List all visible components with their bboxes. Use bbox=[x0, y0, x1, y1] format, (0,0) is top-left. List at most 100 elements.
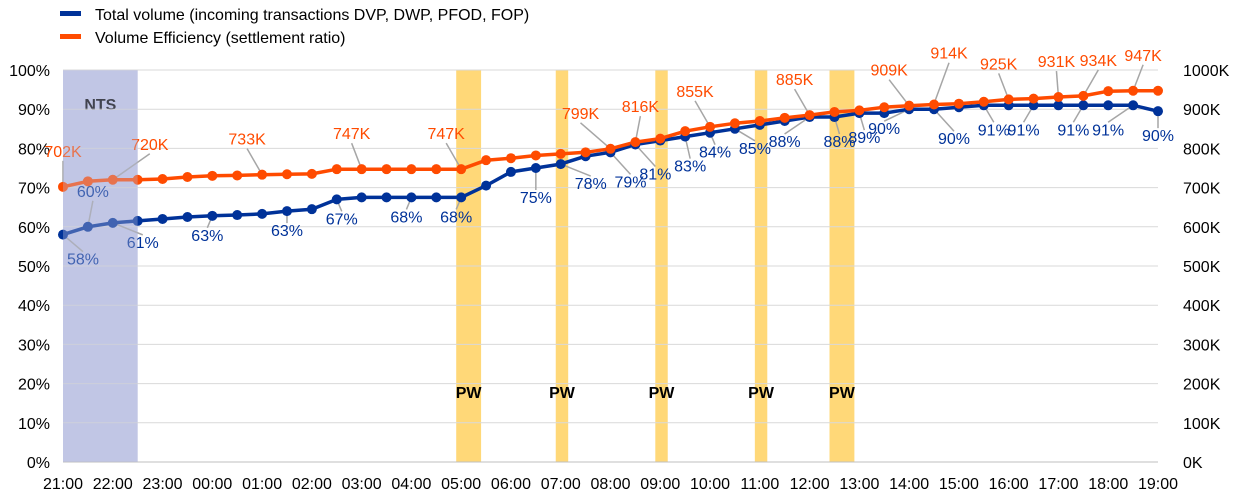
y-left-tick-label: 10% bbox=[18, 416, 50, 433]
data-label-volume-efficiency-leader bbox=[246, 148, 263, 176]
series-0-point bbox=[456, 192, 467, 203]
y-right-tick-label: 200K bbox=[1183, 377, 1221, 394]
data-labels: 58%60%61% 63% 63%67% 68% 68%75%78% 79%81% 83%8… bbox=[44, 46, 1174, 462]
series-1-point bbox=[381, 164, 392, 175]
x-tick-label: 17:00 bbox=[1038, 476, 1078, 493]
band-label-0: NTS bbox=[84, 97, 116, 114]
y-left-tick-label: 90% bbox=[18, 102, 50, 119]
series-1-point bbox=[257, 169, 268, 180]
series-markers bbox=[58, 85, 1163, 240]
data-label-volume-efficiency: 909K bbox=[870, 63, 908, 80]
series-1-point bbox=[854, 105, 865, 116]
series-1-point bbox=[431, 164, 442, 175]
data-label-volume-efficiency-leader bbox=[1082, 69, 1099, 97]
y-left-tick-label: 50% bbox=[18, 259, 50, 276]
data-label-volume-efficiency: 816K bbox=[622, 99, 660, 116]
data-label-total-volume: 78% bbox=[575, 176, 607, 193]
data-label-volume-efficiency-leader bbox=[793, 88, 811, 116]
series-0-point bbox=[207, 210, 218, 221]
data-label-total-volume: 68% bbox=[440, 209, 472, 226]
x-tick-label: 18:00 bbox=[1088, 476, 1128, 493]
data-label-total-volume: 89% bbox=[848, 130, 880, 147]
y-right-tick-label: 700K bbox=[1183, 181, 1221, 198]
data-label-total-volume: 84% bbox=[699, 145, 731, 162]
data-label-volume-efficiency: 720K bbox=[131, 137, 169, 154]
data-label-volume-efficiency-leader bbox=[933, 62, 950, 104]
data-label-volume-efficiency: 799K bbox=[562, 106, 600, 123]
data-label-total-volume: 81% bbox=[639, 166, 671, 183]
series-1-point bbox=[1078, 90, 1089, 101]
series-1-point bbox=[929, 99, 940, 110]
series-0-point bbox=[306, 204, 317, 215]
data-label-volume-efficiency-leader bbox=[888, 79, 910, 107]
data-label-total-volume: 85% bbox=[739, 141, 771, 158]
data-label-volume-efficiency: 934K bbox=[1080, 53, 1118, 70]
series-0-point bbox=[331, 194, 342, 205]
y-left-tick-label: 20% bbox=[18, 377, 50, 394]
band-label-1: PW bbox=[456, 385, 483, 402]
series-1-point bbox=[754, 115, 765, 126]
series-0-point bbox=[530, 163, 541, 173]
data-label-volume-efficiency: 702K bbox=[44, 144, 82, 161]
legend-label-total-volume: Total volume (incoming transactions DVP,… bbox=[95, 7, 529, 24]
data-label-volume-efficiency: 931K bbox=[1038, 54, 1076, 71]
y-left-tick-label: 60% bbox=[18, 220, 50, 237]
series-0-point bbox=[82, 221, 93, 232]
data-label-volume-efficiency: 925K bbox=[980, 56, 1018, 73]
series-1-point bbox=[779, 112, 790, 123]
band-label-5: PW bbox=[829, 385, 856, 402]
series-1-point bbox=[1053, 92, 1064, 103]
series-1-point bbox=[879, 102, 890, 113]
x-tick-label: 03:00 bbox=[342, 476, 382, 493]
series-1-point bbox=[829, 106, 840, 117]
legend-swatch-total-volume bbox=[60, 11, 81, 16]
data-label-total-volume-leader bbox=[560, 163, 592, 177]
series-1-point bbox=[331, 164, 342, 175]
series-0-point bbox=[157, 213, 168, 224]
series-1-point bbox=[953, 98, 964, 109]
y-right-tick-label: 500K bbox=[1183, 259, 1221, 276]
x-tick-label: 13:00 bbox=[839, 476, 879, 493]
series-0-point bbox=[281, 206, 292, 217]
data-label-volume-efficiency-leader bbox=[694, 100, 711, 128]
axes: 0% 10% 20% 30% 40% 50% 60% 70% 80% 90% 100% 0K 100K 2… bbox=[9, 63, 1230, 493]
series-1-point bbox=[605, 143, 616, 154]
x-tick-label: 22:00 bbox=[93, 476, 133, 493]
x-tick-label: 00:00 bbox=[192, 476, 232, 493]
x-tick-label: 21:00 bbox=[43, 476, 83, 493]
series-1-point bbox=[157, 173, 168, 184]
data-label-total-volume-leader bbox=[1107, 104, 1134, 123]
data-label-total-volume: 90% bbox=[868, 121, 900, 138]
y-right-tick-label: 300K bbox=[1183, 337, 1221, 354]
series-1-point bbox=[804, 110, 815, 121]
x-tick-label: 23:00 bbox=[143, 476, 183, 493]
series-1-point bbox=[281, 169, 292, 180]
data-label-total-volume: 79% bbox=[614, 174, 646, 191]
series-lines bbox=[62, 89, 1159, 237]
data-label-total-volume: 91% bbox=[978, 122, 1010, 139]
data-label-volume-efficiency-leader bbox=[580, 122, 611, 150]
series-1-point bbox=[530, 150, 541, 161]
series-1-point bbox=[904, 100, 915, 111]
series-1-point bbox=[978, 96, 989, 107]
band-label-3: PW bbox=[649, 385, 676, 402]
legend-swatch-volume-efficiency bbox=[60, 34, 81, 39]
x-tick-label: 12:00 bbox=[790, 476, 830, 493]
series-0-point bbox=[555, 159, 566, 170]
x-tick-label: 07:00 bbox=[541, 476, 581, 493]
data-label-volume-efficiency-leader bbox=[112, 153, 151, 181]
y-left-tick-label: 100% bbox=[9, 63, 50, 80]
x-tick-label: 02:00 bbox=[292, 476, 332, 493]
series-1-point bbox=[505, 153, 516, 164]
series-1-point bbox=[580, 147, 591, 158]
x-tick-label: 19:00 bbox=[1138, 476, 1178, 493]
x-tick-label: 16:00 bbox=[989, 476, 1029, 493]
data-label-total-volume: 91% bbox=[1057, 122, 1089, 139]
series-0-point bbox=[132, 215, 143, 226]
series-0-point bbox=[1128, 100, 1139, 111]
series-1-point bbox=[655, 133, 666, 144]
series-0-point bbox=[505, 166, 516, 177]
series-1-point bbox=[306, 168, 317, 179]
data-label-volume-efficiency: 914K bbox=[930, 46, 968, 63]
